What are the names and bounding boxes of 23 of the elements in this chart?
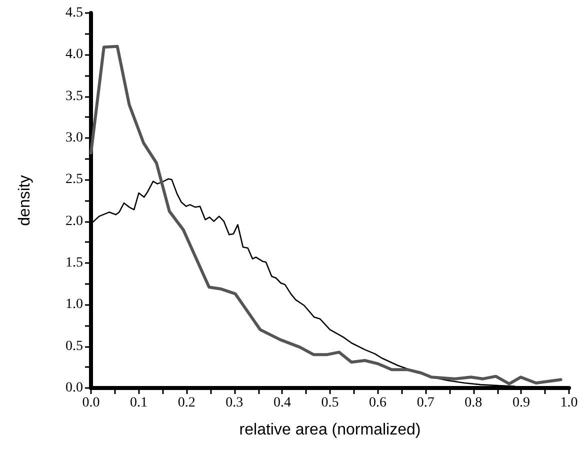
x-tick-label: 0.1 bbox=[130, 396, 148, 410]
y-tick-label: 0.0 bbox=[66, 380, 83, 396]
y-tick-label: 0.5 bbox=[66, 338, 83, 354]
x-tick-label: 0.8 bbox=[464, 396, 482, 410]
x-tick-label: 0.7 bbox=[416, 396, 434, 410]
y-axis-title: density bbox=[16, 175, 34, 226]
x-tick-label: 0.5 bbox=[321, 396, 339, 410]
y-tick-label: 4.5 bbox=[66, 6, 83, 20]
y-tick-label: 2.5 bbox=[66, 172, 83, 188]
x-tick-label: 0.2 bbox=[178, 396, 196, 410]
x-tick-label: 0.0 bbox=[82, 396, 100, 410]
x-tick-label: 0.9 bbox=[512, 396, 530, 410]
x-axis-title: relative area (normalized) bbox=[239, 422, 421, 438]
y-tick-label: 1.5 bbox=[66, 256, 83, 270]
x-tick-label: 1.0 bbox=[560, 396, 578, 410]
x-tick-label: 0.3 bbox=[226, 396, 244, 410]
x-tick-label: 0.4 bbox=[273, 396, 291, 410]
y-tick-label: 2.0 bbox=[66, 214, 83, 229]
x-tick-label: 0.6 bbox=[369, 396, 387, 410]
y-tick-label: 3.5 bbox=[66, 88, 83, 104]
y-tick-label: 1.0 bbox=[66, 297, 83, 312]
y-tick-label: 3.0 bbox=[66, 130, 83, 146]
y-tick-label: 4.0 bbox=[66, 47, 83, 62]
